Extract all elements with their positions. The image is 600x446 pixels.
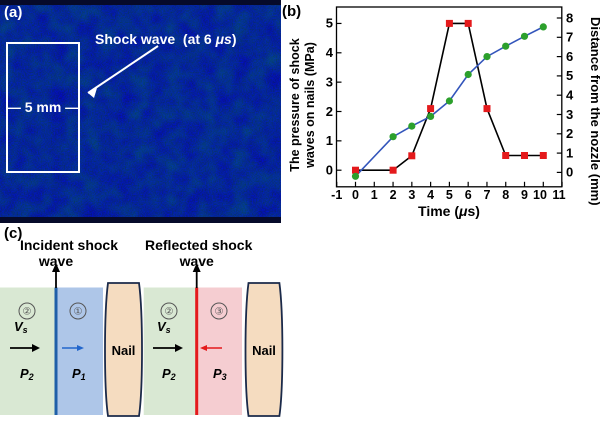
- svg-text:4: 4: [566, 88, 574, 103]
- svg-text:Nail: Nail: [112, 343, 136, 358]
- svg-text:1: 1: [371, 188, 378, 202]
- svg-text:-1: -1: [331, 188, 342, 202]
- svg-text:2: 2: [390, 188, 397, 202]
- svg-text:③: ③: [215, 307, 224, 318]
- svg-text:Reflected shock: Reflected shock: [145, 237, 253, 253]
- svg-text:Time (μs): Time (μs): [418, 203, 480, 219]
- svg-text:6: 6: [566, 49, 573, 64]
- svg-text:7: 7: [566, 30, 573, 45]
- svg-text:Incident shock: Incident shock: [20, 237, 118, 253]
- svg-text:9: 9: [521, 188, 528, 202]
- svg-text:4: 4: [326, 45, 334, 60]
- svg-text:①: ①: [74, 307, 83, 318]
- svg-text:8: 8: [502, 188, 509, 202]
- svg-text:2: 2: [326, 104, 333, 119]
- svg-text:Nail: Nail: [252, 343, 276, 358]
- svg-text:②: ②: [165, 307, 174, 318]
- svg-text:6: 6: [465, 188, 472, 202]
- svg-text:0: 0: [352, 188, 359, 202]
- svg-text:10: 10: [533, 188, 547, 202]
- svg-text:3: 3: [566, 107, 573, 122]
- svg-text:8: 8: [566, 10, 573, 25]
- svg-text:3: 3: [408, 188, 415, 202]
- svg-text:wave: wave: [179, 253, 214, 269]
- svg-text:1: 1: [566, 145, 573, 160]
- svg-text:wave: wave: [38, 253, 73, 269]
- svg-text:3: 3: [326, 74, 333, 89]
- svg-text:4: 4: [427, 188, 434, 202]
- svg-text:5: 5: [326, 16, 333, 31]
- svg-text:7: 7: [483, 188, 490, 202]
- svg-text:0: 0: [566, 165, 573, 180]
- svg-text:1: 1: [326, 133, 333, 148]
- svg-text:11: 11: [552, 188, 565, 202]
- svg-text:5: 5: [566, 68, 573, 83]
- svg-text:5: 5: [446, 188, 453, 202]
- svg-text:②: ②: [23, 307, 32, 318]
- svg-text:0: 0: [326, 163, 333, 178]
- svg-text:2: 2: [566, 126, 573, 141]
